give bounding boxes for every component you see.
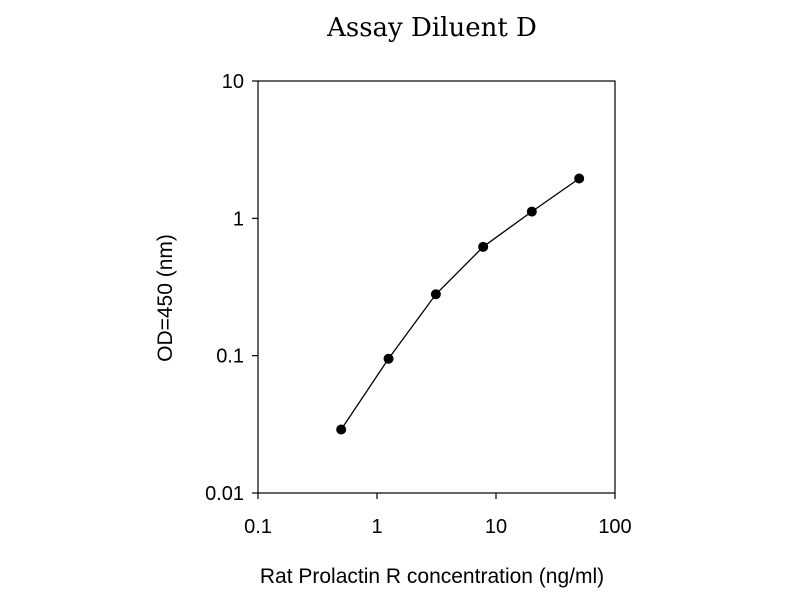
data-point bbox=[336, 424, 347, 435]
y-axis: 0.01 0.1 1 10 bbox=[205, 71, 258, 505]
y-tick-label: 0.1 bbox=[216, 346, 244, 368]
plot-frame bbox=[257, 80, 616, 494]
data-point bbox=[430, 289, 441, 300]
data-point bbox=[574, 173, 585, 184]
y-tick-label: 10 bbox=[222, 71, 244, 93]
x-tick-label: 1 bbox=[371, 516, 382, 538]
data-point bbox=[478, 241, 489, 252]
data-point bbox=[526, 206, 537, 217]
x-tick-label: 100 bbox=[598, 516, 631, 538]
data-point bbox=[383, 353, 394, 364]
data-points bbox=[336, 173, 585, 435]
y-tick-label: 0.01 bbox=[205, 483, 244, 505]
x-tick-label: 10 bbox=[485, 516, 507, 538]
series-line bbox=[340, 177, 580, 430]
y-tick-label: 1 bbox=[233, 208, 244, 230]
x-tick-label: 0.1 bbox=[244, 516, 272, 538]
x-axis-label: Rat Prolactin R concentration (ng/ml) bbox=[260, 565, 604, 588]
chart-title: Assay Diluent D bbox=[326, 13, 537, 43]
y-axis-label: OD=450 (nm) bbox=[154, 234, 177, 362]
x-axis: 0.1 1 10 100 bbox=[244, 493, 632, 538]
